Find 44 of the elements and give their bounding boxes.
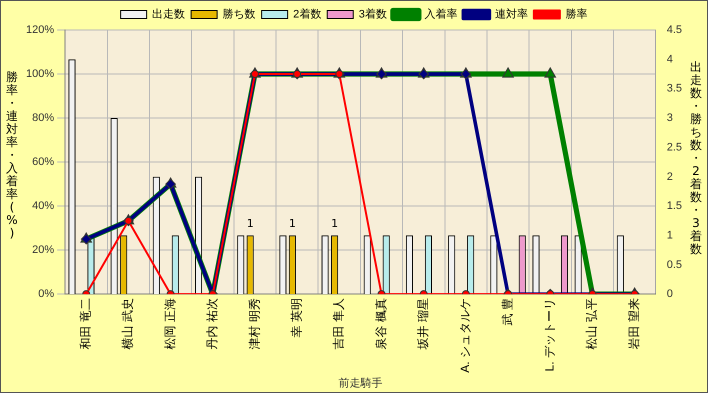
y-tick-label: 0% [38,288,54,300]
x-tick-label: 武 豊 [500,298,514,326]
y2-tick-label: 3 [666,112,673,124]
x-tick-label: 丹内 祐次 [205,298,220,350]
legend-label: 連対率 [494,8,528,21]
y-tick-label: 60% [32,156,54,168]
y-tick-label: 100% [26,68,54,80]
legend-label: 出走数 [152,8,186,21]
x-tick-label: 津村 明秀 [247,298,262,350]
y2-tick-label: 3.5 [666,82,682,95]
legend-label: 入着率 [424,8,458,21]
data-label: 1 [331,216,338,230]
y-tick-label: 20% [32,244,54,256]
x-tick-label: L. デットーリ [542,298,557,372]
text: 出走数・勝ち数・2着数・3着数 [690,60,702,256]
data-label: 1 [288,216,296,230]
legend-label: 2着数 [293,8,322,21]
x-tick-label: 横山 武史 [120,298,135,350]
x-tick-label: 坂井 瑠星 [416,298,430,350]
y2-tick-label: 0 [666,288,673,300]
legend-label: 3着数 [358,8,387,21]
y2-tick-label: 1 [666,229,673,242]
y2-tick-label: 4 [666,53,673,66]
y-tick-label: 120% [26,24,54,36]
legend-label: 勝ち数 [222,8,256,21]
x-tick-label: 吉田 隼人 [332,298,346,350]
y2-tick-label: 4.5 [666,24,682,36]
x-tick-label: A. シュタルケ [458,298,472,373]
y2-tick-label: 1.5 [666,200,682,212]
y-tick-label: 40% [32,200,54,212]
y2-tick-label: 2.5 [666,141,682,154]
x-tick-label: 泉谷 楓真 [374,298,388,350]
x-tick-label: 松山 弘平 [584,298,599,350]
x-tick-label: 和田 竜二 [78,298,93,350]
data-label: 1 [246,216,254,230]
x-tick-label: 岩田 望来 [626,298,641,350]
text: 勝率・連対率・入着率(%) [6,70,18,240]
x-tick-label: 松岡 正海 [162,298,177,350]
y2-tick-label: 2 [666,170,673,183]
y-tick-label: 80% [32,112,54,124]
y2-tick-label: 0.5 [666,258,682,271]
x-tick-label: 幸 英明 [289,298,304,338]
x-axis-title: 前走騎手 [338,376,382,390]
legend-label: 勝率 [565,8,588,21]
